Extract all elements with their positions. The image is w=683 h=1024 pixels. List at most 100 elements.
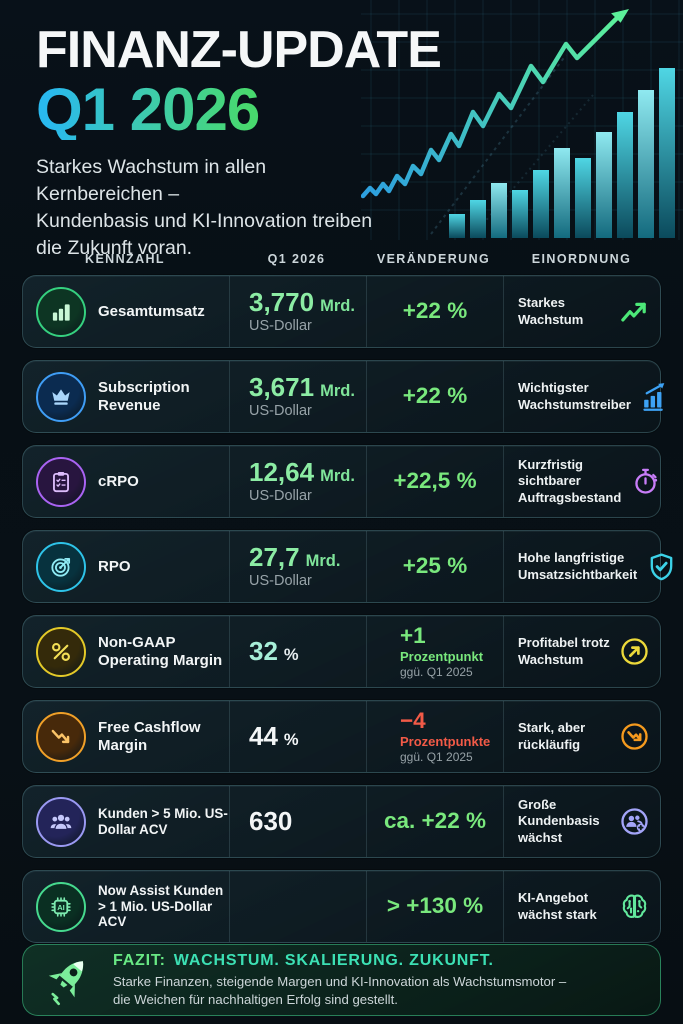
assessment-text: Hohe langfristige Umsatzsichtbarkeit (518, 550, 638, 582)
value-sub: US-Dollar (249, 403, 312, 420)
value-sub: US-Dollar (249, 488, 312, 505)
metric-label: Free Cashflow Margin (98, 718, 201, 754)
trend-down-icon (36, 711, 86, 762)
assessment-cell: Große Kundenbasis wächst (503, 786, 662, 857)
value-sub: US-Dollar (249, 573, 312, 590)
change-cell: +22 % (366, 361, 503, 432)
fazit-card: FAZIT: WACHSTUM. SKALIERUNG. ZUKUNFT. Sta… (22, 944, 661, 1016)
shield-check-icon (645, 551, 677, 582)
change-value: +22 % (402, 383, 468, 409)
assessment-cell: Kurzfristig sichtbarer Auftragsbestand (503, 446, 662, 517)
change-cell: +22,5 % (366, 446, 503, 517)
value-cell: 32% (229, 616, 366, 687)
user-plus-circle-icon (618, 806, 650, 837)
fazit-headline: WACHSTUM. SKALIERUNG. ZUKUNFT. (173, 952, 494, 970)
target-icon (36, 541, 86, 592)
value-main: 12,64 (249, 456, 315, 487)
value-cell: 44% (229, 701, 366, 772)
value-unit: Mrd. (320, 466, 355, 485)
bar-growth-icon (639, 381, 671, 412)
assessment-text: Profitabel trotz Wachstum (518, 635, 610, 667)
assessment-cell: Starkes Wachstum (503, 276, 662, 347)
value-cell: 12,64 Mrd. US-Dollar (229, 446, 366, 517)
value-cell: 3,671 Mrd. US-Dollar (229, 361, 366, 432)
value-main: 27,7 (249, 541, 300, 572)
metric-label: cRPO (98, 472, 139, 490)
assessment-cell: KI-Angebot wächst stark (503, 871, 662, 942)
change-value: +1 (400, 622, 426, 648)
value-cell: 630 (229, 786, 366, 857)
assessment-text: Starkes Wachstum (518, 295, 584, 327)
metric-label: Now Assist Kunden > 1 Mio. US-Dollar ACV (98, 882, 224, 930)
change-cell: −4 Prozentpunkte ggü. Q1 2025 (366, 701, 503, 772)
assessment-text: Kurzfristig sichtbarer Auftragsbestand (518, 457, 622, 505)
table-row: cRPO 12,64 Mrd. US-Dollar +22,5 % Kurzfristig… (22, 445, 661, 518)
value-line: 3,770 Mrd. (249, 286, 355, 317)
table-row: Gesamtumsatz 3,770 Mrd. US-Dollar +22 % Stark… (22, 275, 661, 348)
change-value: +22,5 % (393, 468, 477, 494)
arrow-down-circle-icon (618, 721, 650, 752)
table-row: Subscription Revenue 3,671 Mrd. US-Dollar +2… (22, 360, 665, 433)
change-cell: +22 % (366, 276, 503, 347)
metric-cell: RPO (23, 531, 229, 602)
header-col-q1-2026: Q1 2026 (267, 252, 326, 266)
value-line: 44% (249, 720, 299, 751)
assessment-text: Wichtigster Wachstumstreiber (518, 380, 631, 412)
assessment-cell: Hohe langfristige Umsatzsichtbarkeit (503, 531, 673, 602)
change-compare-label: ggü. Q1 2025 (400, 665, 473, 680)
assessment-cell: Stark, aber rückläufig (503, 701, 662, 772)
metric-cell: Non-GAAP Operating Margin (23, 616, 229, 687)
metric-label: Gesamtumsatz (98, 302, 205, 320)
change-cell: ca. +22 % (366, 786, 503, 857)
value-main: 3,671 (249, 371, 315, 402)
growth-chart-graphic (361, 0, 683, 240)
value-unit: % (283, 730, 299, 749)
metric-cell: Subscription Revenue (23, 361, 229, 432)
metric-label: RPO (98, 557, 131, 575)
table-row: Non-GAAP Operating Margin 32% +1 Prozentpun… (22, 615, 661, 688)
value-main: 3,770 (249, 286, 315, 317)
value-main: 630 (249, 805, 293, 836)
value-line: 32% (249, 637, 299, 665)
metric-cell: Free Cashflow Margin (23, 701, 229, 772)
assessment-cell: Wichtigster Wachstumstreiber (503, 361, 665, 432)
table-row: RPO 27,7 Mrd. US-Dollar +25 % Hohe langfristi… (22, 530, 673, 603)
page-title: FINANZ-UPDATE (36, 21, 442, 79)
metric-label: Kunden > 5 Mio. US-Dollar ACV (98, 805, 228, 837)
rocket-icon (48, 961, 84, 1006)
metric-cell: AI Now Assist Kunden > 1 Mio. US-Dollar A… (23, 871, 229, 942)
fazit-text: Starke Finanzen, steigende Margen und KI… (113, 974, 567, 1008)
change-value: +25 % (402, 553, 468, 579)
change-unit-label: Prozentpunkte (400, 734, 491, 750)
header-col-einordnung: EINORDNUNG (531, 252, 632, 266)
change-value: > +130 % (386, 893, 484, 919)
change-value: ca. +22 % (384, 808, 486, 834)
table-row: AI Now Assist Kunden > 1 Mio. US-Dollar A… (22, 870, 661, 943)
value-line: 630 (249, 805, 293, 836)
value-unit: Mrd. (320, 296, 355, 315)
table-body: Gesamtumsatz 3,770 Mrd. US-Dollar +22 % Stark… (22, 275, 673, 943)
ai-chip-icon: AI (36, 881, 86, 932)
bar-chart-icon (36, 286, 86, 337)
change-cell: +1 Prozentpunkt ggü. Q1 2025 (366, 616, 503, 687)
table-row: Free Cashflow Margin 44% −4 Prozentpunkte gg… (22, 700, 661, 773)
change-value: −4 (400, 707, 426, 733)
table-row: Kunden > 5 Mio. US-Dollar ACV 630 ca. +22 … (22, 785, 661, 858)
assessment-cell: Profitabel trotz Wachstum (503, 616, 662, 687)
change-cell: +25 % (366, 531, 503, 602)
fazit-title: FAZIT: WACHSTUM. SKALIERUNG. ZUKUNFT. (113, 951, 566, 970)
brain-circuit-icon (618, 891, 650, 922)
clipboard-check-icon (36, 456, 86, 507)
header-col-kennzahl: KENNZAHL (85, 252, 165, 266)
value-main: 44 (249, 720, 278, 751)
stopwatch-icon (629, 466, 661, 497)
header-col-veraenderung: VERÄNDERUNG (376, 252, 491, 266)
value-line: 27,7 Mrd. (249, 541, 340, 572)
value-unit: % (283, 645, 299, 664)
table-header: KENNZAHL Q1 2026 VERÄNDERUNG EINORDNUNG (22, 252, 661, 266)
value-cell (229, 871, 366, 942)
trend-up-arrow-icon (618, 296, 650, 327)
metrics-table: KENNZAHL Q1 2026 VERÄNDERUNG EINORDNUNG … (22, 252, 673, 955)
metric-cell: Gesamtumsatz (23, 276, 229, 347)
